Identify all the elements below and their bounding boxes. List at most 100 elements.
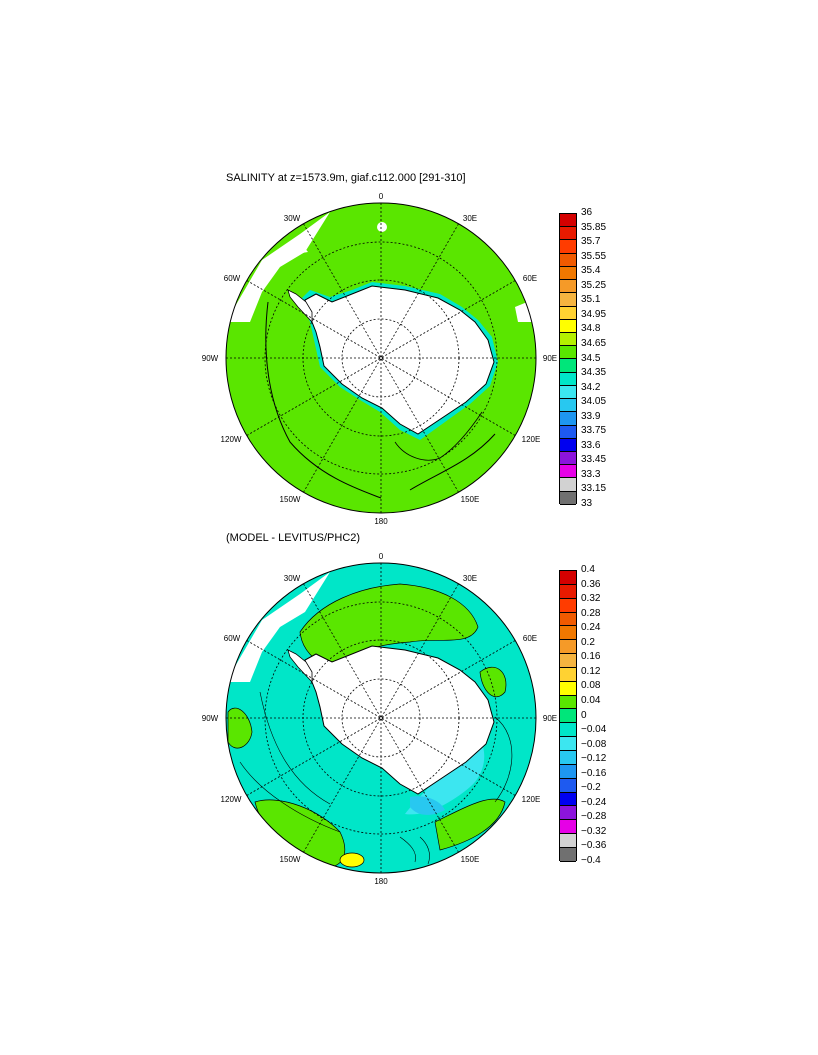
colorbar-label: 34.2 <box>581 381 601 393</box>
colorbar-label: 33.6 <box>581 439 601 451</box>
colorbar-swatch <box>560 667 576 682</box>
colorbar-label: 35.7 <box>581 236 601 248</box>
colorbar-swatch <box>560 240 576 254</box>
lon-label: 120E <box>522 795 541 804</box>
colorbar-label: 33 <box>581 498 593 509</box>
colorbar-label: 35.1 <box>581 294 601 306</box>
colorbar-label: 33.3 <box>581 468 601 480</box>
lon-label: 30W <box>284 574 301 583</box>
lon-label: 90E <box>543 714 557 723</box>
colorbar-label: 33.45 <box>581 454 607 466</box>
colorbar-swatch <box>560 847 576 862</box>
colorbar-label: 0.24 <box>581 622 601 634</box>
colorbar-swatch <box>560 359 576 373</box>
colorbar-swatch <box>560 478 576 492</box>
colorbar-swatch <box>560 465 576 479</box>
colorbar-swatch <box>560 253 576 267</box>
colorbar-label: −0.16 <box>581 767 607 779</box>
colorbar-swatch <box>560 654 576 668</box>
colorbar-label: 0 <box>581 709 587 721</box>
colorbar-swatch <box>560 681 576 696</box>
colorbar-label: 33.75 <box>581 425 607 437</box>
colorbar-label: 35.55 <box>581 250 607 262</box>
colorbar-label: 34.5 <box>581 352 601 364</box>
lon-label: 60E <box>523 274 537 283</box>
colorbar-swatch <box>560 346 576 360</box>
colorbar-swatch <box>560 778 576 793</box>
colorbar-label: −0.4 <box>581 855 601 866</box>
colorbar-swatch <box>560 319 576 333</box>
lon-label: 90W <box>202 714 219 723</box>
colorbar-swatch <box>560 306 576 320</box>
colorbar-swatch <box>560 695 576 710</box>
colorbar-swatch <box>560 571 576 585</box>
lon-label: 180 <box>374 517 388 526</box>
colorbar-label: 34.65 <box>581 337 607 349</box>
colorbar-swatch <box>560 332 576 347</box>
colorbar-label: −0.28 <box>581 811 607 823</box>
colorbar-label: 35.25 <box>581 279 607 291</box>
colorbar-label: 0.04 <box>581 694 601 706</box>
colorbar-label: 0.2 <box>581 636 595 648</box>
colorbar-swatch <box>560 584 576 599</box>
colorbar-swatch <box>560 425 576 439</box>
colorbar-label: 0.12 <box>581 665 601 677</box>
colorbar-swatches <box>559 570 577 862</box>
colorbar-swatch <box>560 737 576 751</box>
lon-label: 150W <box>280 855 301 864</box>
colorbar-label: 36 <box>581 207 593 218</box>
panel-title: SALINITY at z=1573.9m, giaf.c112.000 [29… <box>226 172 466 184</box>
lon-label: 30E <box>463 214 477 223</box>
antarctica-land <box>304 285 495 435</box>
colorbar-swatch <box>560 806 576 821</box>
colorbar-swatch <box>560 214 576 228</box>
colorbar-swatch <box>560 266 576 281</box>
lon-label: 0 <box>379 552 384 561</box>
colorbar-label: −0.36 <box>581 840 607 852</box>
colorbar-label: 0.4 <box>581 564 595 575</box>
lon-label: 30E <box>463 574 477 583</box>
colorbar-swatch <box>560 438 576 452</box>
lon-label: 60W <box>224 634 241 643</box>
panel-title: (MODEL - LEVITUS/PHC2) <box>226 532 361 544</box>
lon-label: 90E <box>543 354 557 363</box>
lon-label: 120E <box>522 435 541 444</box>
colorbar-swatch <box>560 399 576 413</box>
colorbar-swatch <box>560 412 576 426</box>
colorbar-label: −0.32 <box>581 825 607 837</box>
lon-label: 90W <box>202 354 219 363</box>
colorbar-label: 0.28 <box>581 607 601 619</box>
lon-label: 120W <box>221 435 242 444</box>
colorbar-label: 35.4 <box>581 265 601 277</box>
lon-label: 150E <box>461 495 480 504</box>
lon-label: 150W <box>280 495 301 504</box>
lon-label: 150E <box>461 855 480 864</box>
colorbar-label: 0.16 <box>581 651 601 663</box>
colorbar-label: −0.2 <box>581 782 601 794</box>
colorbar-label: −0.08 <box>581 738 607 750</box>
colorbar-swatch <box>560 834 576 848</box>
colorbar-label: 33.9 <box>581 410 601 422</box>
colorbar-swatch <box>560 451 576 466</box>
colorbar-label: 34.95 <box>581 308 607 320</box>
colorbar-swatch <box>560 598 576 613</box>
polar-map: 0 30E 60E 90E 120E 150E 180 150W 120W 90… <box>202 552 557 886</box>
colorbar-swatch <box>560 372 576 386</box>
colorbar-label: 34.8 <box>581 323 601 335</box>
colorbar-swatch <box>560 385 576 400</box>
lon-label: 180 <box>374 877 388 886</box>
colorbar-label: −0.24 <box>581 796 607 808</box>
colorbar-swatches <box>559 213 577 505</box>
lon-label: 60W <box>224 274 241 283</box>
salinity-panel: SALINITY at z=1573.9m, giaf.c112.000 [29… <box>0 172 818 542</box>
colorbar-swatch <box>560 764 576 779</box>
colorbar-swatch <box>560 491 576 505</box>
lon-label: 0 <box>379 192 384 201</box>
colorbar-swatch <box>560 640 576 655</box>
colorbar-swatch <box>560 792 576 807</box>
difference-panel: (MODEL - LEVITUS/PHC2) <box>0 532 818 902</box>
colorbar-swatch <box>560 750 576 765</box>
colorbar-label: −0.04 <box>581 724 607 736</box>
colorbar-swatch <box>560 723 576 738</box>
colorbar-label: 0.08 <box>581 680 601 692</box>
